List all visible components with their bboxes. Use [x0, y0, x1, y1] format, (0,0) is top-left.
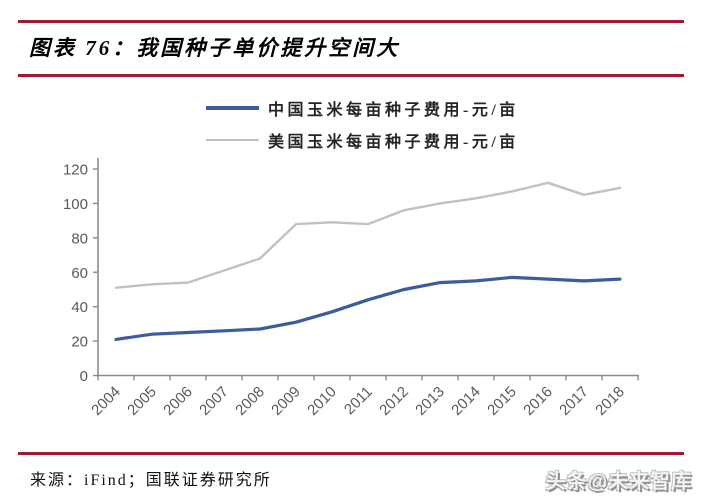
legend-line-sample-usa: [206, 138, 259, 142]
svg-text:2009: 2009: [268, 383, 304, 419]
legend-label-usa: 美国玉米每亩种子费用-元/亩: [268, 134, 519, 151]
svg-text:2013: 2013: [412, 383, 448, 419]
chart-legend: 中国玉米每亩种子费用-元/亩 美国玉米每亩种子费用-元/亩: [206, 99, 519, 163]
svg-text:2015: 2015: [484, 383, 520, 419]
svg-text:2012: 2012: [376, 383, 412, 419]
svg-text:2006: 2006: [160, 383, 196, 419]
svg-text:2018: 2018: [592, 383, 628, 419]
svg-text:2016: 2016: [520, 383, 556, 419]
legend-label-china: 中国玉米每亩种子费用-元/亩: [268, 102, 519, 119]
top-divider: [18, 20, 684, 23]
svg-text:80: 80: [71, 230, 88, 247]
source-note: 来源：iFind；国联证券研究所: [30, 472, 272, 489]
legend-item-china: 中国玉米每亩种子费用-元/亩: [206, 99, 519, 119]
svg-text:2014: 2014: [448, 383, 484, 419]
svg-text:60: 60: [71, 265, 88, 282]
svg-text:2010: 2010: [304, 383, 340, 419]
legend-item-usa: 美国玉米每亩种子费用-元/亩: [206, 131, 519, 151]
svg-text:20: 20: [71, 334, 88, 351]
svg-text:2008: 2008: [232, 383, 268, 419]
svg-text:0: 0: [80, 368, 88, 385]
svg-text:2005: 2005: [124, 383, 160, 419]
bottom-divider: [18, 452, 684, 455]
figure-title: 图表 76：我国种子单价提升空间大: [29, 36, 401, 60]
svg-text:2017: 2017: [556, 383, 592, 419]
svg-text:120: 120: [63, 162, 88, 179]
svg-text:2011: 2011: [341, 383, 376, 418]
watermark: 头条@未来智库: [545, 471, 692, 493]
svg-text:2004: 2004: [88, 383, 124, 419]
legend-line-sample-china: [206, 106, 259, 110]
svg-text:2007: 2007: [196, 383, 232, 419]
title-divider: [18, 74, 684, 77]
svg-text:40: 40: [71, 299, 88, 316]
svg-text:100: 100: [63, 196, 88, 213]
